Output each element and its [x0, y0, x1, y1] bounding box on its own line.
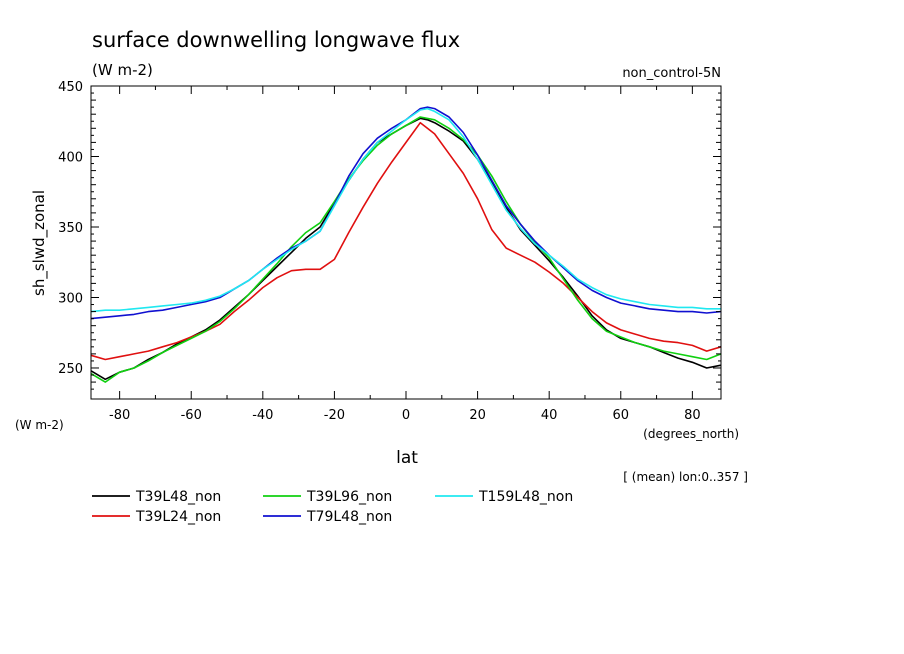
y-tick-label: 250 — [58, 362, 83, 377]
x-tick-label: 80 — [684, 408, 701, 423]
x-tick-label: -20 — [324, 408, 345, 423]
series-line-1 — [90, 121, 722, 361]
tick-layer: -80 -60 -40 -20 0 20 40 60 80 250 300 350 400 450 — [58, 80, 721, 423]
title-units: (W m-2) — [92, 61, 153, 79]
x-tick-label: 0 — [402, 408, 410, 423]
chart-title: surface downwelling longwave flux — [92, 28, 460, 52]
plot-frame — [90, 85, 722, 400]
x-tick-label: -40 — [252, 408, 273, 423]
legend-label-2: T39L96_non — [306, 489, 392, 505]
y-tick-label: 300 — [58, 291, 83, 306]
y-axis-label: sh_slwd_zonal — [30, 190, 49, 296]
y-axis-units: (W m-2) — [15, 418, 64, 432]
y-tick-label: 350 — [58, 221, 83, 236]
y-tick-label: 400 — [58, 150, 83, 165]
legend-label-3: T79L48_non — [306, 509, 392, 525]
x-tick-label: -60 — [181, 408, 202, 423]
x-tick-label: -80 — [109, 408, 130, 423]
legend: T39L48_non T39L24_non T39L96_non T79L48_non… — [92, 489, 573, 525]
series-line-4 — [90, 107, 721, 313]
legend-label-4: T159L48_non — [478, 489, 573, 505]
series-line-3 — [90, 106, 722, 320]
series-line-0 — [90, 117, 722, 381]
x-axis-units: (degrees_north) — [643, 427, 739, 441]
averaging-note: [ (mean) lon:0..357 ] — [623, 470, 748, 484]
x-tick-label: 60 — [612, 408, 629, 423]
x-tick-label: 20 — [469, 408, 486, 423]
y-tick-label: 450 — [58, 80, 83, 95]
legend-label-0: T39L48_non — [135, 489, 221, 505]
x-axis-label: lat — [396, 448, 418, 468]
experiment-label: non_control-5N — [622, 66, 721, 81]
series-layer — [90, 106, 722, 383]
legend-label-1: T39L24_non — [135, 509, 221, 525]
x-tick-label: 40 — [541, 408, 558, 423]
series-line-2 — [90, 116, 722, 383]
